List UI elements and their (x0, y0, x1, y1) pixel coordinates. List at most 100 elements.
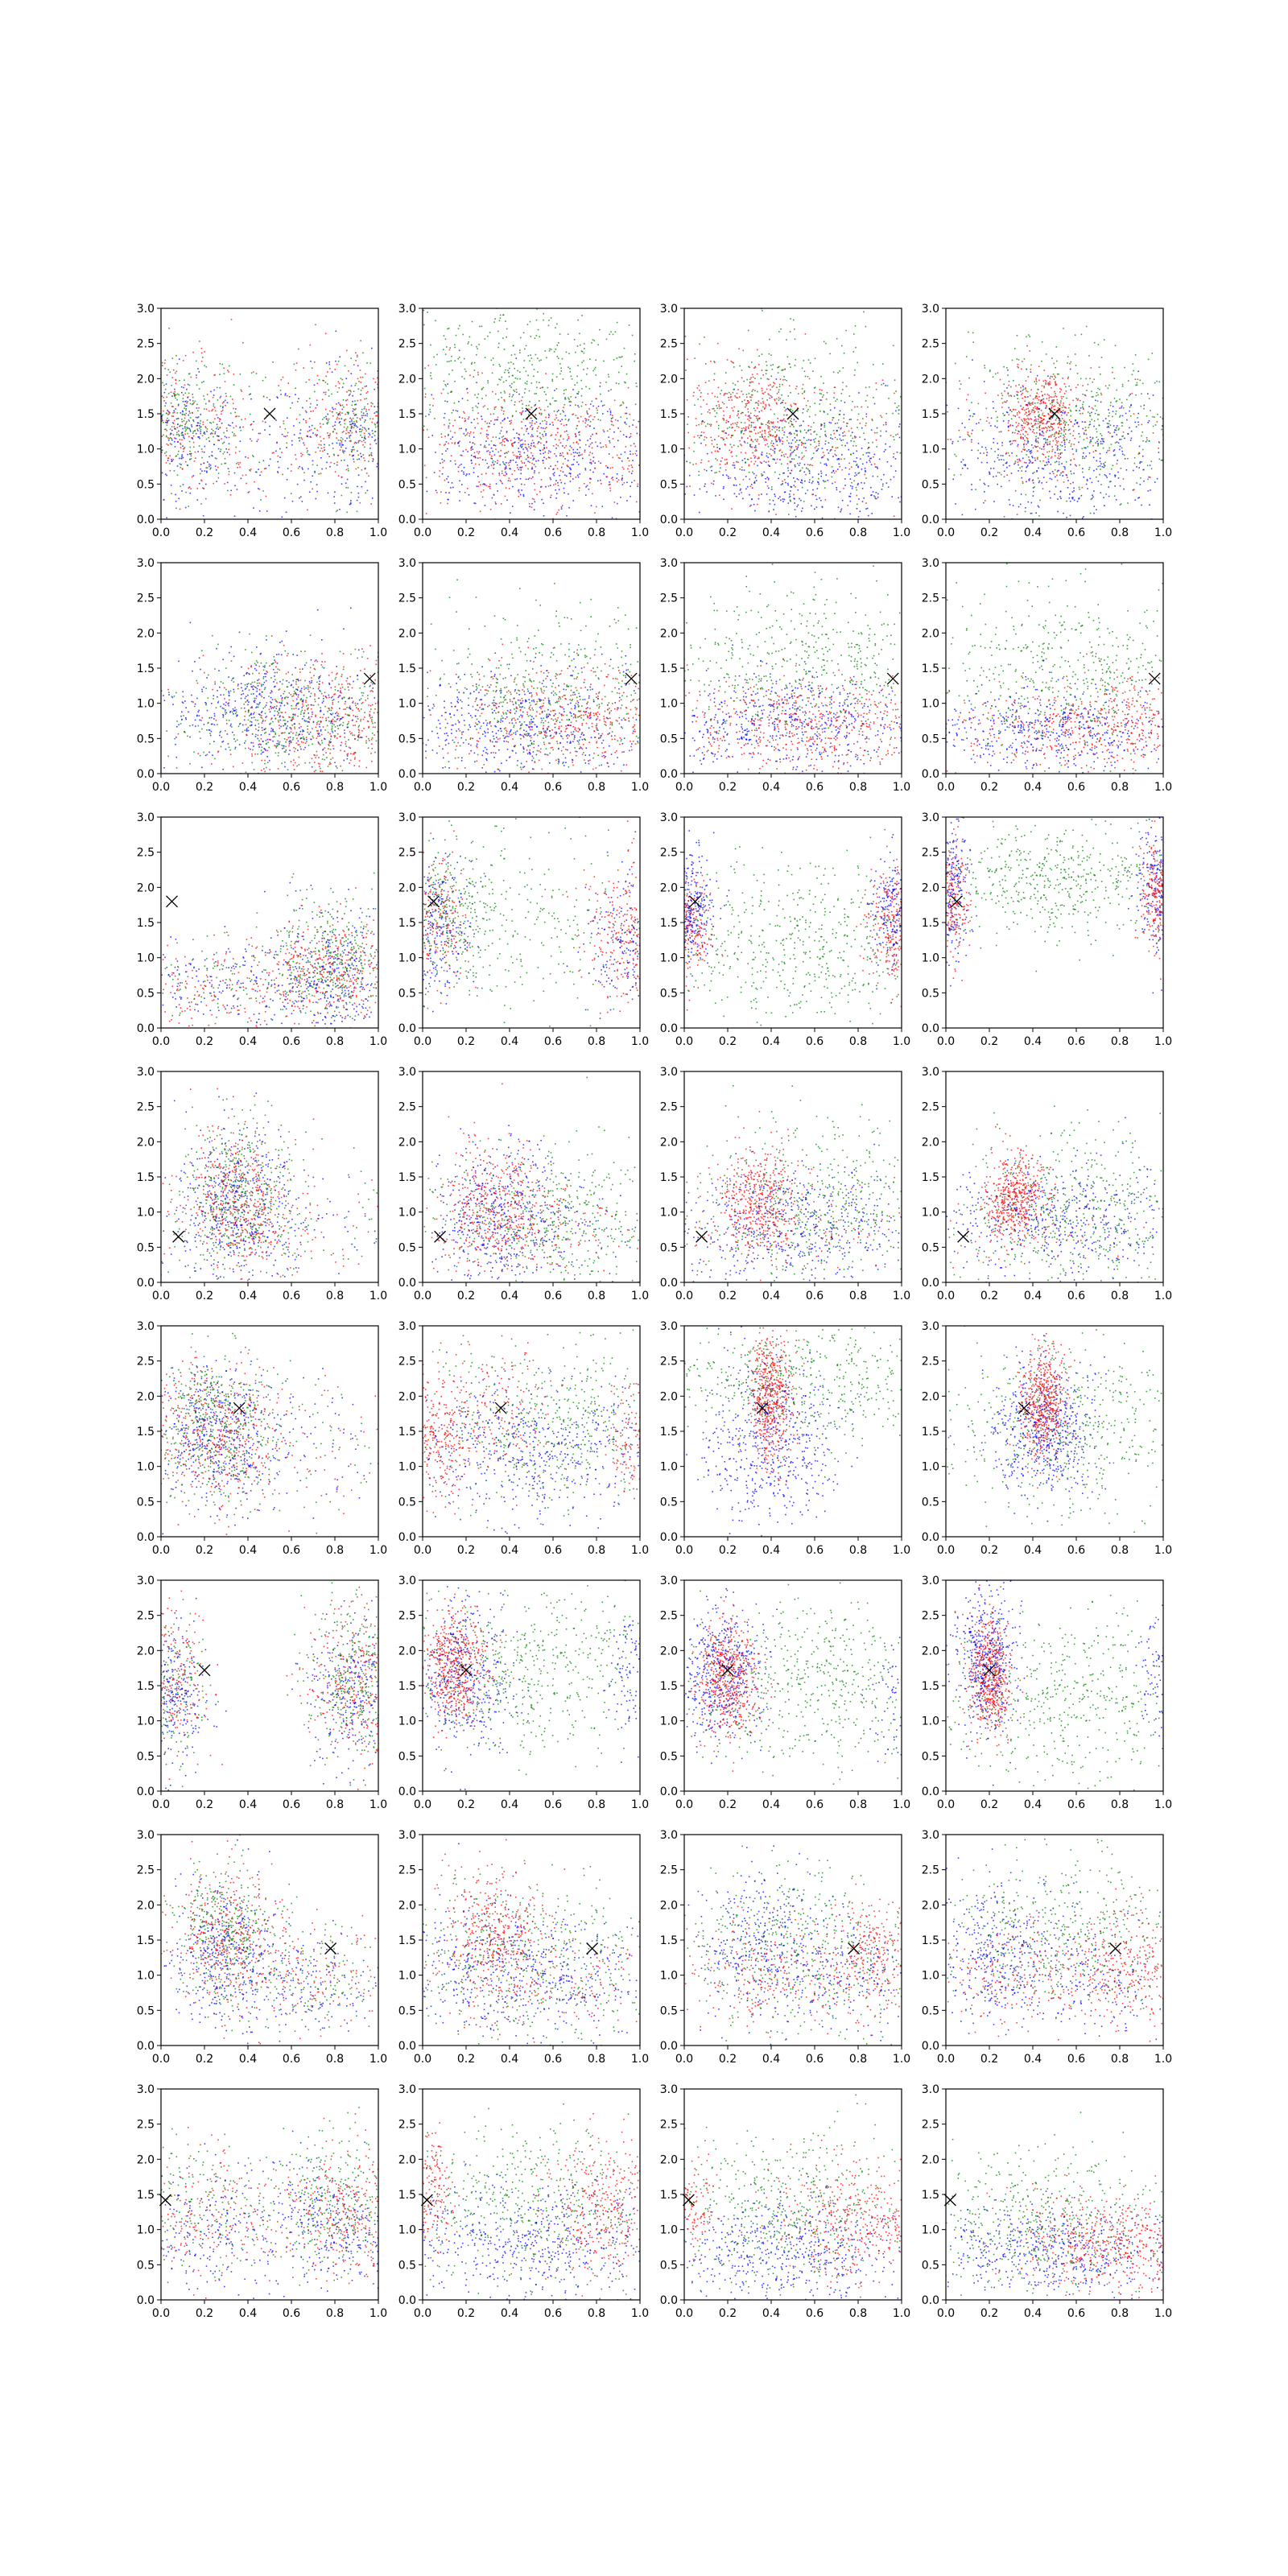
point-blue (550, 478, 551, 481)
point-green (705, 425, 707, 427)
point-green (774, 399, 776, 402)
point-red (562, 452, 564, 454)
point-green (751, 394, 753, 396)
point-green (1093, 341, 1096, 344)
point-blue (1075, 450, 1077, 452)
point-red (791, 447, 792, 448)
point-blue (552, 424, 554, 426)
point-blue (1063, 512, 1064, 514)
point-blue (518, 456, 520, 458)
point-green (374, 431, 377, 432)
point-red (336, 416, 339, 419)
point-blue (733, 464, 736, 466)
point-blue (553, 474, 555, 477)
point-green (204, 365, 205, 367)
point-blue (572, 448, 574, 451)
point-blue (763, 471, 766, 473)
point-blue (848, 448, 849, 451)
point-blue (815, 498, 818, 501)
point-red (277, 472, 279, 474)
point-green (180, 466, 181, 469)
point-blue (787, 476, 789, 477)
point-green (1115, 474, 1117, 477)
point-red (724, 382, 727, 384)
point-blue (801, 482, 803, 484)
point-green (536, 308, 538, 310)
point-blue (530, 468, 533, 470)
point-green (450, 360, 452, 361)
point-blue (534, 470, 535, 472)
point-green (856, 463, 858, 465)
point-green (600, 393, 601, 395)
point-red (782, 454, 785, 456)
point-red (312, 410, 314, 412)
point-green (786, 356, 789, 358)
point-blue (814, 508, 815, 510)
point-blue (524, 425, 526, 427)
point-blue (543, 515, 545, 517)
point-red (757, 349, 758, 351)
point-green (530, 357, 533, 359)
point-blue (286, 447, 287, 448)
point-blue (349, 435, 352, 436)
point-blue (562, 471, 564, 473)
point-red (749, 396, 751, 398)
point-red (213, 482, 214, 485)
point-blue (218, 440, 221, 441)
point-red (1042, 435, 1044, 437)
point-green (1100, 392, 1102, 394)
point-red (530, 452, 532, 454)
point-blue (284, 394, 287, 396)
point-blue (575, 435, 577, 437)
point-blue (341, 408, 344, 411)
point-red (1049, 383, 1051, 386)
point-green (1024, 510, 1026, 513)
point-blue (840, 509, 842, 511)
point-blue (448, 481, 449, 483)
point-red (880, 415, 881, 417)
point-blue (225, 436, 228, 439)
point-red (295, 369, 297, 371)
point-red (1022, 385, 1024, 386)
point-red (1040, 401, 1042, 402)
point-blue (351, 420, 353, 422)
point-green (194, 400, 196, 402)
point-red (754, 460, 757, 463)
point-red (843, 488, 844, 489)
point-red (350, 419, 353, 420)
point-blue (509, 461, 511, 464)
point-green (808, 415, 811, 418)
point-blue (798, 456, 800, 458)
point-blue (197, 430, 199, 431)
point-red (436, 492, 438, 493)
point-green (331, 411, 333, 413)
point-green (551, 380, 554, 382)
point-green (225, 462, 227, 464)
point-red (166, 396, 167, 398)
point-green (374, 435, 376, 436)
point-blue (569, 481, 572, 482)
point-green (250, 372, 253, 374)
point-red (318, 444, 320, 445)
point-green (528, 404, 530, 407)
point-blue (339, 509, 341, 510)
point-blue (216, 423, 218, 426)
point-red (1050, 419, 1052, 420)
point-red (776, 403, 778, 405)
point-blue (283, 497, 286, 499)
point-red (1008, 414, 1010, 416)
point-green (203, 432, 204, 434)
point-green (844, 458, 845, 460)
point-blue (607, 467, 609, 469)
point-red (770, 434, 772, 436)
point-blue (1121, 407, 1122, 409)
point-red (364, 398, 365, 400)
point-red (353, 427, 355, 429)
point-red (824, 454, 825, 456)
point-blue (1060, 497, 1062, 499)
point-green (586, 367, 588, 369)
point-blue (328, 363, 331, 365)
point-green (754, 365, 757, 368)
point-blue (173, 410, 175, 412)
point-green (716, 407, 719, 409)
